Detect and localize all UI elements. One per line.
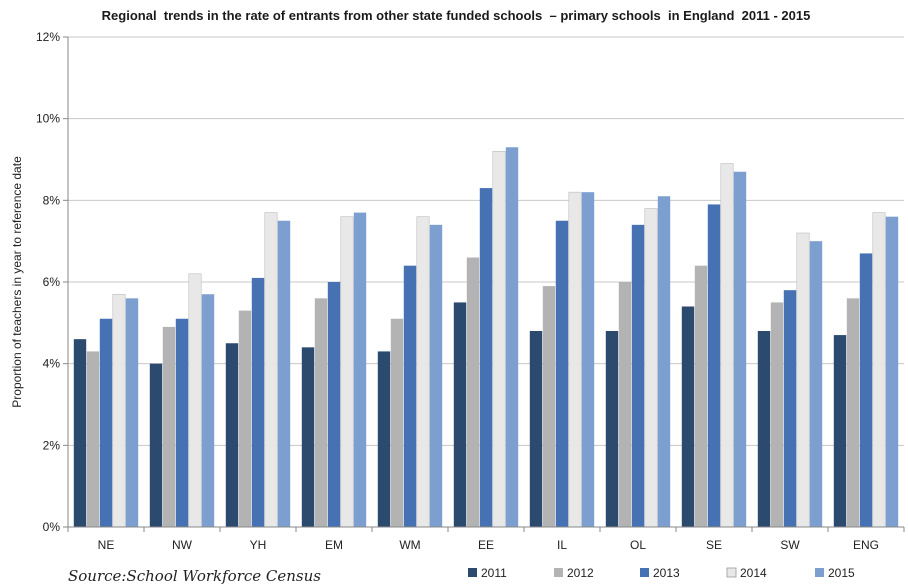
- legend-label-2012: 2012: [567, 566, 594, 580]
- bar-2013-eng: [859, 253, 873, 528]
- bar-2015-em: [353, 212, 367, 527]
- y-axis-label: Proportion of teachers in year to refere…: [10, 156, 24, 408]
- bar-2013-nw: [175, 318, 189, 527]
- bar-2014-se: [720, 163, 734, 528]
- y-tick-label: 0%: [43, 520, 61, 534]
- bar-2011-eng: [833, 335, 847, 527]
- bar-2012-eng: [846, 298, 860, 527]
- bar-2011-wm: [377, 351, 391, 527]
- legend-label-2015: 2015: [828, 566, 855, 580]
- bar-2015-sw: [809, 241, 823, 528]
- bar-2015-yh: [277, 220, 291, 527]
- y-axis-ticks: 0% 2% 4% 6% 8% 10% 12%: [36, 30, 68, 534]
- bar-2015-il: [581, 192, 595, 528]
- bar-2013-sw: [783, 290, 797, 527]
- bar-2015-ee: [505, 147, 519, 527]
- legend-label-2011: 2011: [481, 566, 507, 580]
- x-tick-label: SW: [780, 538, 800, 552]
- bar-2015-nw: [201, 294, 215, 527]
- x-tick-label: SE: [706, 538, 722, 552]
- bar-2011-ol: [605, 331, 619, 527]
- bar-2014-yh: [264, 212, 278, 528]
- bar-2012-ee: [466, 257, 480, 527]
- bar-2014-sw: [796, 232, 810, 528]
- y-tick-label: 6%: [43, 275, 61, 289]
- source-note: Source:School Workforce Census: [68, 567, 321, 585]
- bar-2013-ne: [99, 318, 113, 527]
- bar-2011-em: [301, 347, 315, 527]
- bar-2013-em: [327, 282, 341, 527]
- bar-2011-sw: [757, 331, 771, 527]
- bar-2014-nw: [188, 273, 202, 528]
- y-tick-label: 4%: [43, 357, 61, 371]
- bar-2014-eng: [872, 212, 886, 528]
- legend-label-2014: 2014: [740, 566, 767, 580]
- bar-2012-yh: [238, 310, 252, 527]
- bar-2012-em: [314, 298, 328, 527]
- x-tick-label: OL: [630, 538, 646, 552]
- legend-swatch-2015: [815, 568, 824, 577]
- legend: 2011 2012 2013 2014 2015: [468, 566, 855, 580]
- bar-2011-yh: [225, 343, 239, 527]
- bar-2011-nw: [149, 363, 163, 527]
- legend-swatch-2011: [468, 568, 477, 577]
- bar-2012-se: [694, 265, 708, 527]
- bar-2012-ol: [618, 282, 632, 527]
- legend-swatch-2013: [640, 568, 649, 577]
- y-tick-label: 8%: [43, 193, 61, 207]
- bar-2011-se: [681, 306, 695, 527]
- x-tick-label: YH: [250, 538, 267, 552]
- bars: [73, 147, 899, 528]
- bar-2012-nw: [162, 326, 176, 527]
- bar-2012-wm: [390, 318, 404, 527]
- bar-2012-il: [542, 286, 556, 527]
- bar-2015-se: [733, 171, 747, 527]
- x-axis-categories: NE NW YH EM WM EE IL OL SE SW ENG: [98, 538, 879, 552]
- bar-2013-wm: [403, 265, 417, 527]
- bar-2013-ol: [631, 224, 645, 527]
- bar-2014-ol: [644, 208, 658, 528]
- bar-2011-il: [529, 331, 543, 527]
- bar-2013-yh: [251, 277, 265, 527]
- legend-label-2013: 2013: [653, 566, 680, 580]
- x-tick-label: WM: [399, 538, 420, 552]
- bar-2015-ne: [125, 298, 139, 527]
- x-tick-label: NW: [172, 538, 193, 552]
- x-tick-label: EE: [478, 538, 494, 552]
- bar-2014-ee: [492, 151, 506, 528]
- bar-2012-sw: [770, 302, 784, 527]
- y-tick-label: 2%: [43, 438, 61, 452]
- y-tick-label: 10%: [36, 112, 60, 126]
- bar-2014-ne: [112, 293, 126, 528]
- legend-swatch-2012: [554, 568, 563, 577]
- bar-2015-eng: [885, 216, 899, 528]
- bar-2013-se: [707, 204, 721, 528]
- bar-2014-wm: [416, 216, 430, 528]
- x-tick-label: ENG: [853, 538, 879, 552]
- bar-2013-ee: [479, 188, 493, 527]
- bar-2013-il: [555, 220, 569, 527]
- bar-2011-ne: [73, 339, 87, 527]
- chart-title: Regional trends in the rate of entrants …: [102, 8, 811, 23]
- bar-2015-wm: [429, 224, 443, 527]
- bar-2014-il: [568, 191, 582, 528]
- axes: [67, 37, 905, 532]
- bar-2014-em: [340, 216, 354, 528]
- x-tick-label: EM: [325, 538, 343, 552]
- bar-2015-ol: [657, 196, 671, 527]
- y-tick-label: 12%: [36, 30, 60, 44]
- x-tick-label: IL: [557, 538, 567, 552]
- x-tick-label: NE: [98, 538, 115, 552]
- legend-swatch-2014: [726, 567, 737, 578]
- bar-2012-ne: [86, 351, 100, 527]
- bar-2011-ee: [453, 302, 467, 527]
